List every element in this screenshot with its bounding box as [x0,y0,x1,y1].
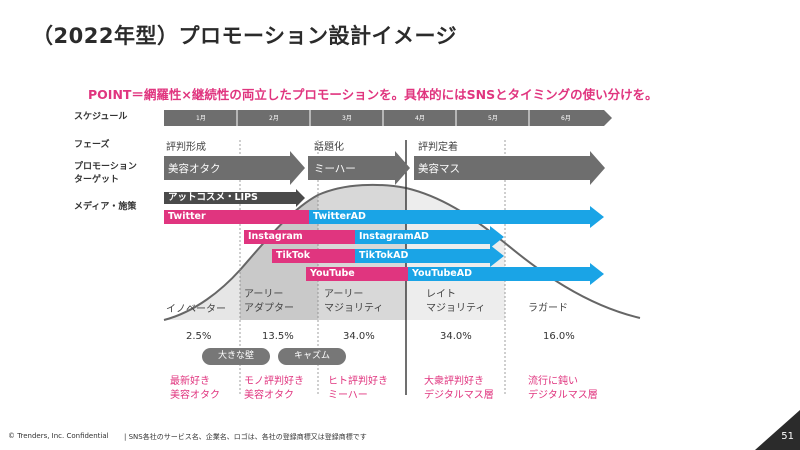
innovator-area [164,270,240,320]
schedule-months: 1月 2月 3月 4月 5月 6月 [164,110,612,126]
desc-early-adopter-1: モノ評判好き [244,376,304,387]
month-1: 1月 [196,115,206,122]
pill-big-wall: 大きな壁 [202,348,270,365]
twitter-ad-label: TwitterAD [313,211,366,222]
segment-name-late-majority-1: レイト [426,289,456,300]
pct-early-majority: 34.0% [343,331,375,342]
target-2: ミーハー [314,163,356,175]
pct-early-adopter: 13.5% [262,331,294,342]
youtube-label: YouTube [310,268,355,279]
desc-early-majority-1: ヒト評判好き [328,376,388,387]
target-arrow-1 [164,151,305,185]
month-4: 4月 [415,115,425,122]
tiktok-ad-arrow [355,245,504,267]
month-6: 6月 [561,115,571,122]
schedule-bar [164,110,612,126]
label-schedule: スケジュール [74,112,128,122]
instagram-bar [244,230,355,244]
segment-name-late-majority-2: マジョリティ [426,303,486,314]
pct-innovator: 2.5% [186,331,212,342]
youtube-ad-label: YouTubeAD [412,268,472,279]
segment-name-early-adopter-1: アーリー [244,289,284,300]
month-3: 3月 [342,115,352,122]
label-phase: フェーズ [74,140,110,150]
label-media: メディア・施策 [74,202,137,212]
youtube-ad-arrow [408,263,604,285]
page-number: 51 [781,431,794,442]
phase-2: 話題化 [314,142,344,153]
phase-3: 評判定着 [418,142,458,153]
desc-innovator-2: 美容オタク [170,390,220,401]
segment-name-innovator: イノベーター [166,304,226,315]
footer-note: | SNS各社のサービス名、企業名、ロゴは、各社の登録商標又は登録商標です [124,433,367,441]
target-arrow-2 [308,151,410,185]
twitter-bar [164,210,309,224]
desc-early-adopter-2: 美容オタク [244,390,294,401]
page-title: （2022年型）プロモーション設計イメージ [32,24,458,48]
instagram-ad-label: InstagramAD [359,231,429,242]
schedule-dividers [236,110,530,126]
youtube-bar [306,267,408,281]
target-arrow-3 [414,151,605,185]
corner-decoration [755,410,800,450]
label-target-1: プロモーション [74,162,137,172]
target-1: 美容オタク [168,163,221,175]
desc-early-majority-2: ミーハー [328,390,368,401]
segment-name-early-adopter-2: アダプター [244,303,294,314]
label-target-2: ターゲット [74,175,120,185]
footer-copyright: © Trenders, Inc. Confidential [8,432,109,440]
point-statement: POINT＝網羅性×継続性の両立したプロモーションを。具体的にはSNSとタイミン… [88,87,658,102]
desc-innovator-1: 最新好き [170,376,210,387]
tiktok-ad-label: TikTokAD [359,250,409,261]
tiktok-label: TikTok [276,250,311,261]
twitter-label: Twitter [168,211,206,222]
desc-late-majority-2: デジタルマス層 [424,390,494,401]
pct-laggard: 16.0% [543,331,575,342]
desc-laggard-1: 流行に鈍い [528,376,578,387]
instagram-label: Instagram [248,231,303,242]
pct-late-majority: 34.0% [440,331,472,342]
target-3: 美容マス [418,163,460,175]
segment-name-early-majority-2: マジョリティ [324,303,384,314]
atcosme-arrow [164,189,305,207]
month-5: 5月 [488,115,498,122]
desc-late-majority-1: 大衆評判好き [424,376,484,387]
atcosme-label: アットコスメ・LIPS [168,192,258,203]
segment-name-laggard: ラガード [528,303,568,314]
segment-name-early-majority-1: アーリー [324,289,364,300]
instagram-ad-arrow [355,226,504,248]
twitter-ad-arrow [309,206,604,228]
desc-laggard-2: デジタルマス層 [528,390,598,401]
pill-chasm: キャズム [278,348,346,365]
tiktok-bar [272,249,355,263]
month-2: 2月 [269,115,279,122]
phase-1: 評判形成 [166,142,206,153]
bell-curve [163,183,641,321]
